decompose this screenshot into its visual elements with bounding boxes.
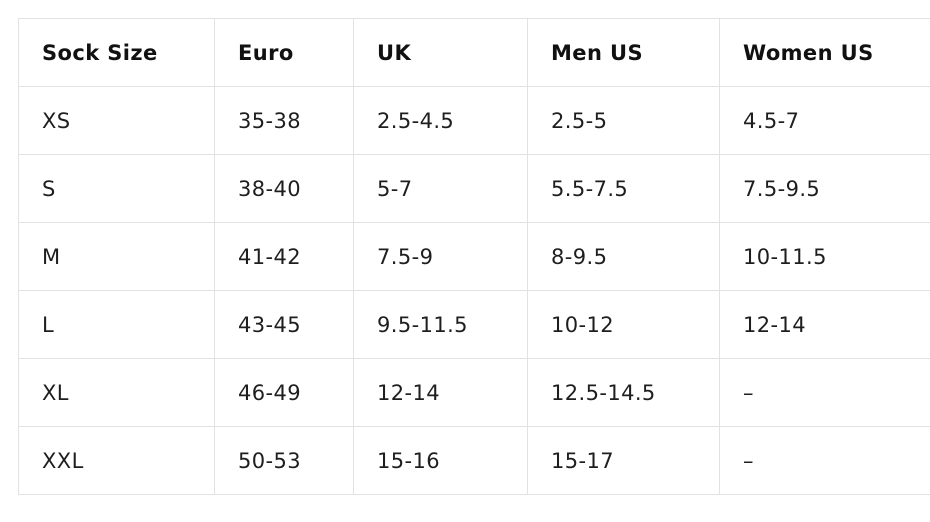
cell-euro: 43-45	[214, 290, 354, 359]
cell-men-us: 10-12	[527, 290, 720, 359]
table-row: XXL 50-53 15-16 15-17 –	[18, 426, 930, 495]
table-row: L 43-45 9.5-11.5 10-12 12-14	[18, 290, 930, 359]
cell-sock-size: XXL	[18, 426, 215, 495]
cell-sock-size: XL	[18, 358, 215, 427]
cell-men-us: 15-17	[527, 426, 720, 495]
cell-sock-size: S	[18, 154, 215, 223]
cell-sock-size: M	[18, 222, 215, 291]
cell-men-us: 12.5-14.5	[527, 358, 720, 427]
header-women-us: Women US	[719, 18, 930, 87]
cell-women-us: –	[719, 358, 930, 427]
cell-uk: 7.5-9	[353, 222, 528, 291]
cell-uk: 5-7	[353, 154, 528, 223]
cell-uk: 9.5-11.5	[353, 290, 528, 359]
cell-women-us: 12-14	[719, 290, 930, 359]
cell-women-us: –	[719, 426, 930, 495]
sock-size-table: Sock Size Euro UK Men US Women US XS 35-…	[18, 18, 930, 495]
cell-uk: 2.5-4.5	[353, 86, 528, 155]
header-men-us: Men US	[527, 18, 720, 87]
cell-women-us: 4.5-7	[719, 86, 930, 155]
table-row: XS 35-38 2.5-4.5 2.5-5 4.5-7	[18, 86, 930, 155]
cell-uk: 15-16	[353, 426, 528, 495]
cell-sock-size: L	[18, 290, 215, 359]
cell-men-us: 5.5-7.5	[527, 154, 720, 223]
header-euro: Euro	[214, 18, 354, 87]
table-header: Sock Size Euro UK Men US Women US	[18, 18, 930, 87]
cell-men-us: 8-9.5	[527, 222, 720, 291]
cell-men-us: 2.5-5	[527, 86, 720, 155]
cell-women-us: 7.5-9.5	[719, 154, 930, 223]
cell-euro: 46-49	[214, 358, 354, 427]
cell-uk: 12-14	[353, 358, 528, 427]
table-row: XL 46-49 12-14 12.5-14.5 –	[18, 358, 930, 427]
header-uk: UK	[353, 18, 528, 87]
header-sock-size: Sock Size	[18, 18, 215, 87]
table-row: M 41-42 7.5-9 8-9.5 10-11.5	[18, 222, 930, 291]
cell-euro: 35-38	[214, 86, 354, 155]
cell-sock-size: XS	[18, 86, 215, 155]
cell-euro: 41-42	[214, 222, 354, 291]
header-row: Sock Size Euro UK Men US Women US	[18, 18, 930, 87]
table-body: XS 35-38 2.5-4.5 2.5-5 4.5-7 S 38-40 5-7…	[18, 86, 930, 495]
cell-women-us: 10-11.5	[719, 222, 930, 291]
cell-euro: 38-40	[214, 154, 354, 223]
cell-euro: 50-53	[214, 426, 354, 495]
table-row: S 38-40 5-7 5.5-7.5 7.5-9.5	[18, 154, 930, 223]
